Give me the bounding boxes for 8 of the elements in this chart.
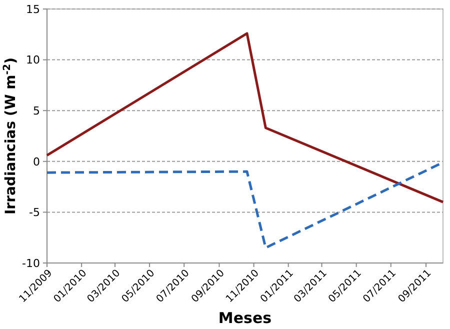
- y-tick-label: 15: [26, 2, 40, 16]
- y-tick-label: -10: [22, 256, 40, 270]
- y-tick-label: 10: [26, 54, 40, 67]
- x-axis-title: Meses: [218, 309, 272, 327]
- line-series: [46, 32, 444, 204]
- y-tick-label: 0: [33, 155, 40, 168]
- y-tick-label: -5: [29, 206, 40, 220]
- y-tick-label: 5: [33, 104, 40, 118]
